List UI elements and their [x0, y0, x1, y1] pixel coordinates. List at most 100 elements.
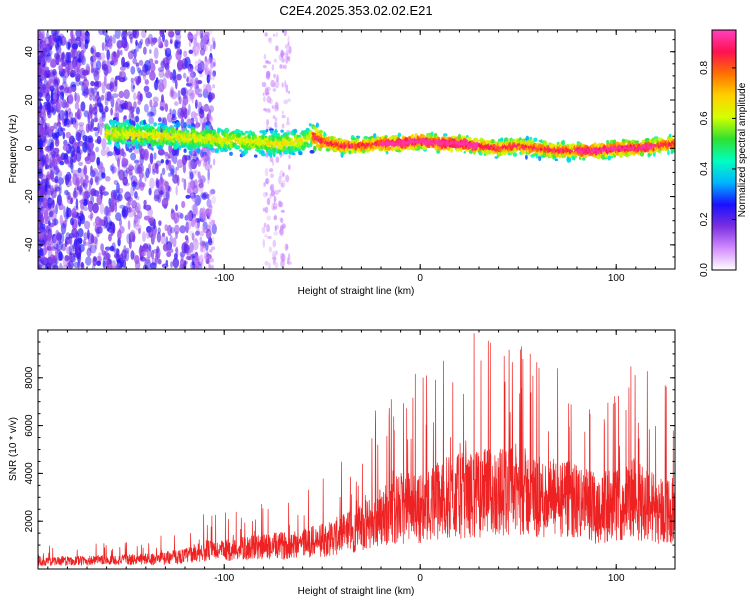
x-tick-label: 100 — [608, 273, 625, 284]
heatmap-cell — [41, 209, 47, 214]
heatmap-cell — [70, 117, 73, 125]
heatmap-cell — [199, 236, 203, 242]
heatmap-cell — [165, 69, 171, 79]
heatmap-cell — [180, 87, 187, 96]
heatmap-cell — [156, 180, 160, 189]
heatmap-cell — [261, 153, 267, 157]
heatmap-cell — [90, 188, 97, 197]
heatmap-cell — [60, 232, 65, 244]
heatmap-cell — [96, 91, 100, 97]
heatmap-cell — [179, 225, 186, 234]
heatmap-cell — [266, 95, 272, 104]
heatmap-cell — [463, 151, 466, 154]
heatmap-cell — [287, 35, 290, 43]
heatmap-cell — [149, 62, 156, 73]
heatmap-cell — [46, 31, 49, 39]
heatmap-cell — [204, 252, 208, 261]
heatmap-cell — [202, 155, 206, 163]
heatmap-cell — [279, 170, 285, 178]
heatmap-cell — [83, 238, 86, 247]
heatmap-cell — [68, 111, 74, 119]
heatmap-cell — [554, 158, 559, 162]
heatmap-cell — [137, 67, 142, 74]
heatmap-cell — [184, 154, 188, 162]
heatmap-cell — [131, 200, 138, 209]
heatmap-cell — [104, 44, 109, 52]
heatmap-cell — [430, 131, 434, 136]
heatmap-cell — [52, 68, 57, 76]
heatmap-cell — [64, 159, 70, 165]
heatmap-cell — [103, 66, 109, 76]
heatmap-cell — [175, 142, 180, 149]
heatmap-cell — [158, 82, 165, 93]
heatmap-cell — [100, 148, 107, 157]
heatmap-cell — [205, 241, 209, 252]
heatmap-cell — [196, 45, 200, 54]
colorbar-gradient — [711, 29, 737, 271]
heatmap-cell — [52, 32, 57, 42]
heatmap-cell — [153, 122, 158, 127]
heatmap-cell — [269, 130, 274, 134]
heatmap-cell — [67, 156, 73, 168]
heatmap-cell — [38, 54, 42, 67]
heatmap-cell — [154, 163, 159, 170]
colorbar-tick-label: 0.4 — [699, 162, 710, 176]
heatmap-cell — [204, 155, 209, 160]
heatmap-cell — [187, 88, 194, 97]
heatmap-cell — [202, 227, 210, 234]
heatmap-cell — [117, 229, 122, 241]
heatmap-cell — [204, 256, 208, 262]
heatmap-cell — [140, 38, 143, 46]
heatmap-cell — [69, 159, 74, 170]
heatmap-cell — [121, 39, 128, 49]
heatmap-cell — [70, 145, 75, 158]
heatmap-cell — [177, 107, 184, 119]
heatmap-cell — [274, 117, 278, 122]
heatmap-cell — [159, 106, 165, 111]
heatmap-cell — [38, 161, 42, 166]
heatmap-cell — [78, 185, 83, 194]
heatmap-cell — [188, 34, 193, 40]
heatmap-cell — [204, 67, 208, 76]
heatmap-cell — [90, 177, 94, 186]
heatmap-cell — [74, 91, 77, 102]
heatmap-cell — [127, 50, 134, 60]
heatmap-cell — [278, 201, 284, 208]
heatmap-cell — [148, 187, 152, 196]
heatmap-cell — [315, 122, 319, 128]
heatmap-cell — [160, 189, 163, 198]
heatmap-cell — [206, 193, 210, 200]
heatmap-cell — [130, 81, 135, 93]
heatmap-cell — [83, 179, 90, 184]
heatmap-cell — [209, 249, 213, 253]
heatmap-cell — [275, 250, 278, 256]
heatmap-cell — [212, 40, 216, 50]
heatmap-cell — [286, 121, 290, 126]
heatmap-cell — [152, 96, 159, 103]
heatmap-cell — [262, 64, 267, 69]
heatmap-cell — [95, 94, 99, 100]
heatmap-cell — [134, 191, 138, 199]
heatmap-cell — [101, 138, 107, 150]
heatmap-cell — [119, 66, 126, 71]
heatmap-cell — [189, 190, 194, 197]
heatmap-cell — [137, 163, 144, 175]
heatmap-cell — [533, 137, 538, 142]
heatmap-cell — [157, 126, 160, 132]
heatmap-cell — [153, 101, 159, 108]
heatmap-cell — [151, 147, 154, 151]
heatmap-cell — [207, 40, 211, 47]
heatmap-cell — [59, 262, 63, 269]
heatmap-cell — [274, 121, 278, 130]
heatmap-cell — [265, 192, 268, 196]
heatmap-cell — [59, 214, 63, 226]
heatmap-cell — [67, 208, 71, 216]
heatmap-cell — [114, 30, 121, 39]
heatmap-cell — [73, 193, 77, 200]
heatmap-cell — [192, 216, 197, 224]
heatmap-cell — [96, 260, 102, 266]
heatmap-cell — [99, 104, 104, 113]
heatmap-cell — [62, 131, 66, 140]
heatmap-cell — [97, 96, 102, 107]
heatmap-cell — [195, 262, 200, 269]
